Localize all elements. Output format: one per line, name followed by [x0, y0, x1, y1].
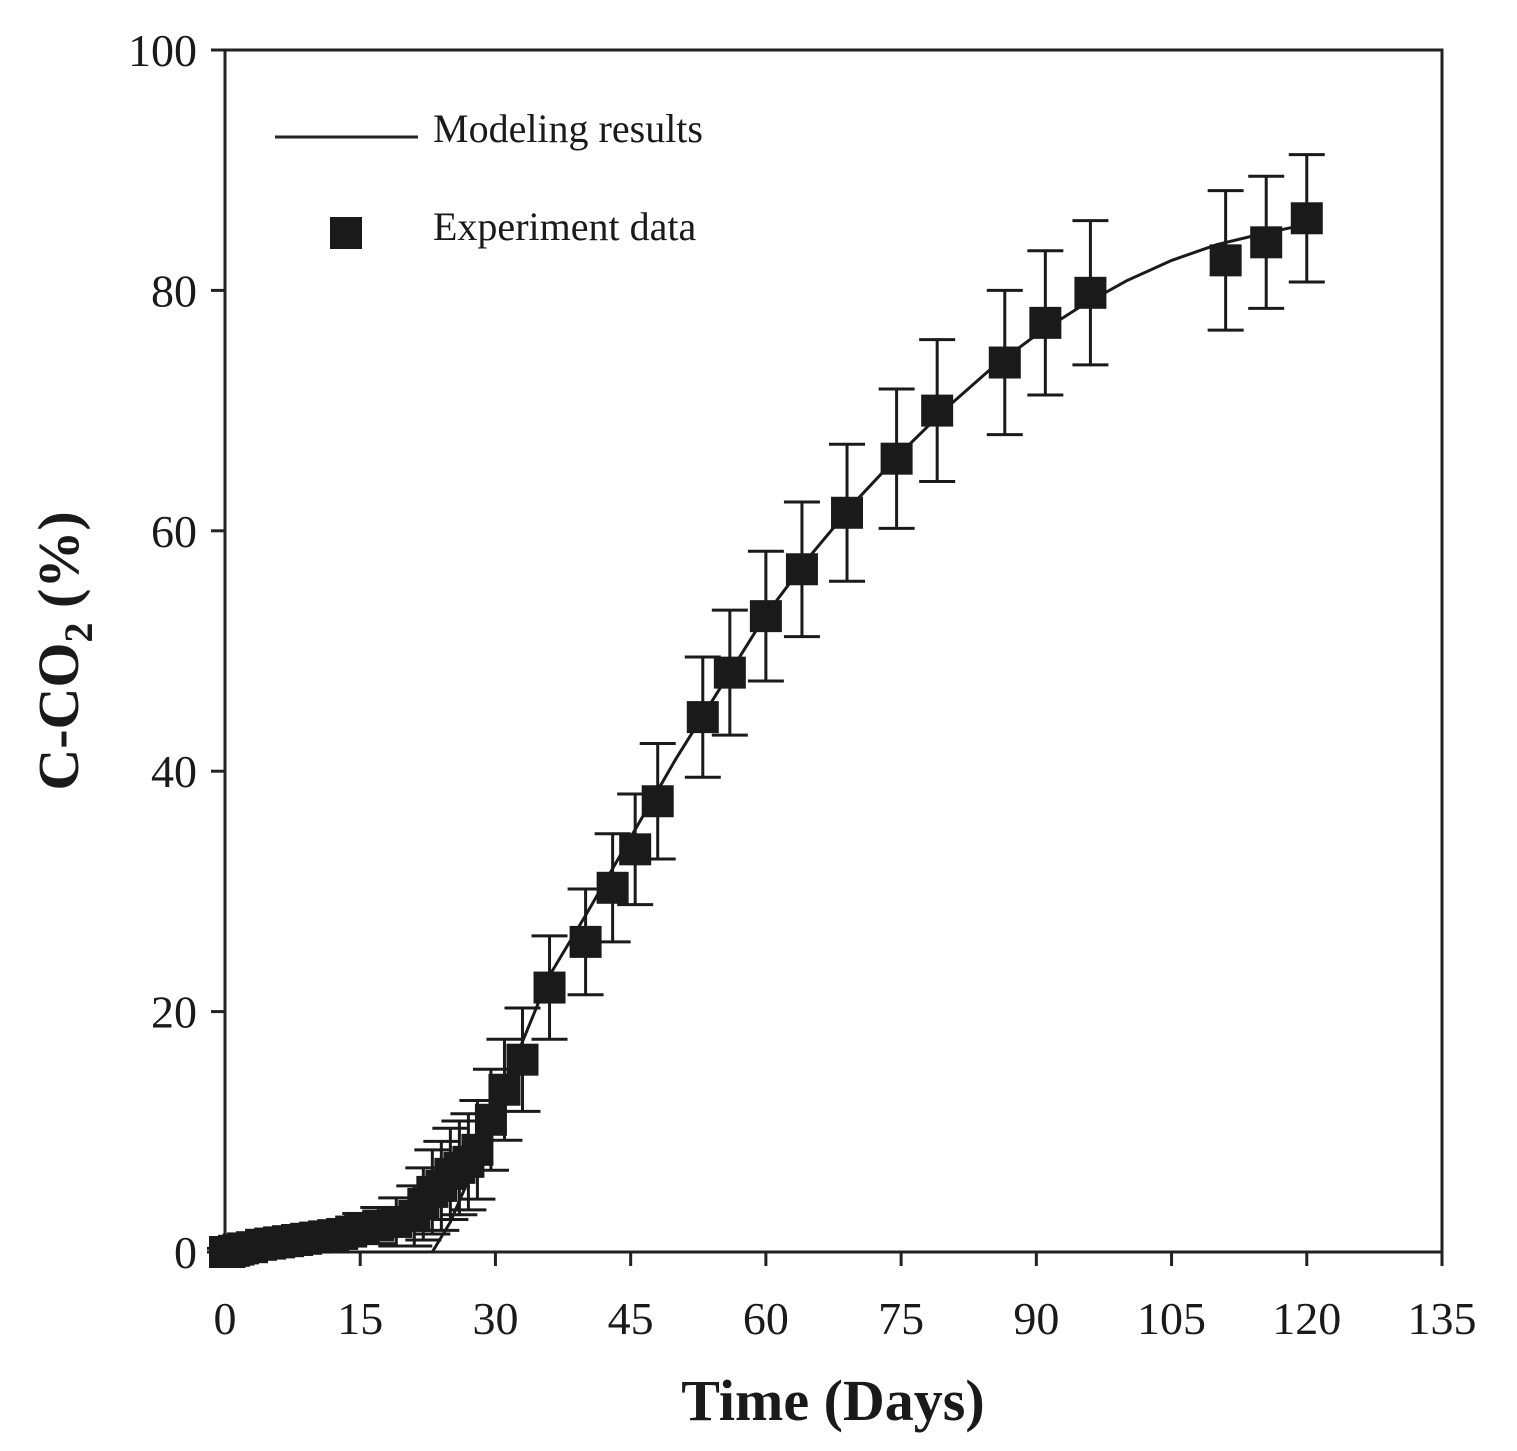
- y-axis-ticks: 0 20 40 60 80 100: [128, 25, 225, 1278]
- y-tick-label: 40: [151, 746, 197, 797]
- x-tick-label: 45: [608, 1293, 654, 1344]
- y-tick-label: 20: [151, 987, 197, 1038]
- experiment-data-point: [988, 346, 1021, 379]
- experiment-data-point: [1209, 244, 1242, 277]
- legend: Modeling results Experiment data: [275, 106, 703, 249]
- x-tick-label: 75: [878, 1293, 924, 1344]
- y-tick-label: 80: [151, 265, 197, 316]
- experiment-data-point: [596, 871, 629, 904]
- x-tick-label: 90: [1013, 1293, 1059, 1344]
- x-tick-label: 120: [1272, 1293, 1341, 1344]
- experiment-data-point: [749, 600, 782, 633]
- experiment-data-point: [713, 656, 746, 689]
- y-tick-label: 100: [128, 25, 197, 76]
- y-tick-label: 0: [174, 1227, 197, 1278]
- x-tick-label: 135: [1408, 1293, 1477, 1344]
- y-axis-title-subscript: 2: [56, 622, 101, 642]
- modeling-results-series: [225, 222, 1308, 1254]
- x-tick-label: 60: [743, 1293, 789, 1344]
- experiment-data-point: [569, 925, 602, 958]
- x-axis-title: Time (Days): [681, 1368, 984, 1433]
- experiment-data-point: [506, 1043, 539, 1076]
- experiment-data-point: [1029, 306, 1062, 339]
- plot-frame: [223, 48, 1444, 1254]
- experiment-data-point: [831, 496, 864, 529]
- x-axis-ticks: 0 15 30 45 60 75 90 105 120 135: [214, 1252, 1477, 1344]
- experiment-data-point: [533, 971, 566, 1004]
- x-tick-label: 105: [1137, 1293, 1206, 1344]
- legend-marker-label: Experiment data: [433, 204, 696, 249]
- modeling-results-line: [225, 222, 1308, 1254]
- y-axis-title-main: C-CO: [26, 642, 91, 790]
- experiment-data-point: [488, 1073, 521, 1106]
- legend-line-label: Modeling results: [433, 106, 703, 151]
- experiment-data-point: [1290, 202, 1323, 235]
- experiment-data-series: [209, 202, 1323, 1268]
- experiment-data-point: [686, 701, 719, 734]
- experiment-data-point: [474, 1103, 507, 1136]
- error-bars: [207, 153, 1325, 1254]
- experiment-data-point: [641, 785, 674, 818]
- experiment-data-point: [619, 833, 652, 866]
- experiment-data-point: [880, 442, 913, 475]
- experiment-data-point: [461, 1133, 494, 1166]
- y-axis-title: C-CO2 (%): [26, 511, 101, 790]
- experiment-data-point: [1074, 276, 1107, 309]
- x-tick-label: 0: [214, 1293, 237, 1344]
- experiment-data-point: [921, 394, 954, 427]
- experiment-data-point: [1250, 226, 1283, 259]
- experiment-data-point: [785, 553, 818, 586]
- y-tick-label: 60: [151, 506, 197, 557]
- x-tick-label: 30: [472, 1293, 518, 1344]
- legend-marker-swatch: [330, 217, 362, 249]
- x-tick-label: 15: [337, 1293, 383, 1344]
- y-axis-title-suffix: (%): [26, 511, 91, 622]
